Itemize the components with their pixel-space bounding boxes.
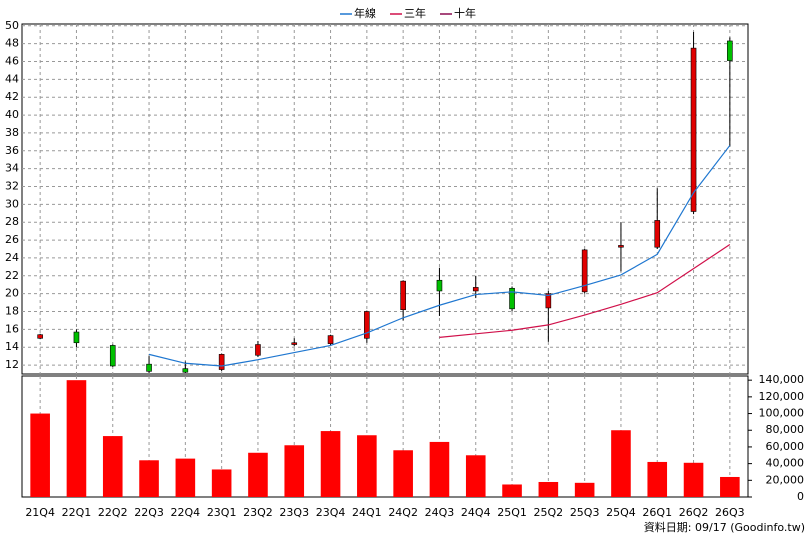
- volume-bar: [502, 484, 522, 497]
- y2-tick-label: 60,000: [766, 440, 805, 453]
- candle-body: [581, 249, 588, 293]
- candle-body: [146, 363, 152, 372]
- candle-body: [218, 354, 225, 370]
- y2-tick-label: 100,000: [759, 407, 805, 420]
- legend-label: 三年: [404, 6, 426, 20]
- x-tick-label: 21Q4: [25, 506, 55, 519]
- x-tick-label: 24Q3: [425, 506, 455, 519]
- x-tick-label: 22Q1: [62, 506, 92, 519]
- x-tick-label: 26Q2: [679, 506, 709, 519]
- candle-body: [182, 368, 189, 373]
- y-tick-label: 46: [5, 55, 19, 68]
- y-tick-label: 20: [5, 287, 19, 300]
- volume-panel: [21, 375, 749, 498]
- footnote: 資料日期: 09/17 (Goodinfo.tw): [644, 520, 805, 534]
- x-tick-label: 23Q4: [316, 506, 346, 519]
- candle-body: [73, 331, 80, 344]
- volume-bar: [284, 445, 305, 497]
- y-tick-label: 44: [5, 72, 19, 85]
- volume-bar: [611, 430, 631, 497]
- candle-body: [37, 334, 43, 339]
- average-line: [148, 145, 731, 367]
- candle-body: [618, 245, 624, 248]
- candle-body: [472, 287, 479, 292]
- candle-body: [109, 345, 116, 367]
- y-tick-label: 40: [5, 108, 19, 121]
- x-tick-label: 25Q2: [534, 506, 564, 519]
- y-tick-label: 18: [5, 305, 19, 318]
- y-tick-label: 16: [5, 322, 19, 335]
- y-tick-label: 42: [5, 90, 19, 103]
- volume-bar: [175, 458, 196, 497]
- y-tick-label: 50: [5, 19, 19, 32]
- price-panel: [21, 23, 749, 375]
- y-tick-label: 28: [5, 215, 19, 228]
- volume-bar: [574, 482, 595, 497]
- candle-body: [291, 342, 298, 345]
- x-tick-label: 23Q3: [279, 506, 309, 519]
- y-tick-label: 32: [5, 180, 19, 193]
- candle-body: [327, 335, 334, 344]
- y2-tick-label: 80,000: [766, 423, 805, 436]
- volume-bar: [139, 460, 159, 497]
- volume-bar: [320, 431, 341, 497]
- candle-body: [364, 311, 370, 339]
- candle-body: [400, 280, 406, 311]
- x-tick-label: 22Q3: [134, 506, 164, 519]
- y-tick-label: 12: [5, 358, 19, 371]
- y-tick-label: 48: [5, 37, 19, 50]
- volume-bar: [248, 452, 268, 497]
- volume-bar: [683, 462, 704, 497]
- volume-bar: [30, 413, 50, 497]
- y-tick-label: 26: [5, 233, 19, 246]
- x-tick-label: 22Q2: [98, 506, 128, 519]
- volume-bar: [429, 441, 450, 497]
- y2-tick-label: 140,000: [759, 373, 805, 386]
- volume-bar: [538, 481, 559, 497]
- y-tick-label: 24: [5, 251, 19, 264]
- x-tick-label: 22Q4: [171, 506, 201, 519]
- volume-bar: [357, 435, 377, 497]
- x-tick-label: 25Q1: [497, 506, 527, 519]
- x-tick-label: 25Q3: [570, 506, 600, 519]
- x-tick-label: 26Q3: [715, 506, 745, 519]
- candle-body: [727, 40, 733, 61]
- volume-bar: [647, 461, 668, 497]
- y2-tick-label: 120,000: [759, 390, 805, 403]
- volume-bar: [211, 469, 232, 497]
- volume-bar: [102, 436, 123, 497]
- average-line: [439, 244, 731, 338]
- volume-bar: [66, 380, 87, 497]
- legend-label: 年線: [354, 6, 376, 20]
- y2-tick-label: 20,000: [766, 473, 805, 486]
- volume-bar: [720, 476, 740, 497]
- candle-body: [545, 293, 552, 309]
- y-tick-label: 30: [5, 197, 19, 210]
- y-tick-label: 34: [5, 162, 19, 175]
- x-tick-label: 23Q2: [243, 506, 273, 519]
- y-tick-label: 22: [5, 269, 19, 282]
- y-tick-label: 36: [5, 144, 19, 157]
- x-tick-label: 24Q4: [461, 506, 491, 519]
- candle-body: [509, 287, 515, 310]
- x-tick-label: 23Q1: [207, 506, 237, 519]
- legend-label: 十年: [454, 6, 476, 20]
- x-tick-label: 24Q2: [388, 506, 418, 519]
- y2-tick-label: 40,000: [766, 457, 805, 470]
- candle-body: [436, 279, 443, 292]
- candle-body: [255, 344, 261, 356]
- volume-bar: [465, 455, 486, 497]
- x-tick-label: 24Q1: [352, 506, 382, 519]
- candle-body: [690, 47, 697, 212]
- y-tick-label: 14: [5, 340, 19, 353]
- candle-body: [654, 220, 661, 248]
- x-tick-label: 26Q1: [642, 506, 672, 519]
- x-tick-label: 25Q4: [606, 506, 636, 519]
- y2-tick-label: 0: [797, 490, 804, 503]
- volume-bar: [393, 450, 413, 497]
- y-tick-label: 38: [5, 126, 19, 139]
